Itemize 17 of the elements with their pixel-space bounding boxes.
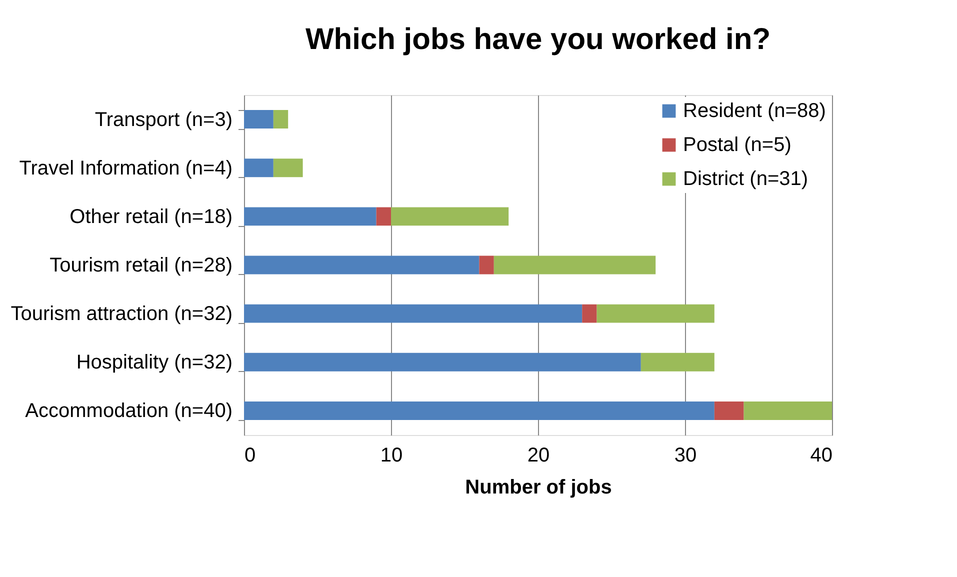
- x-axis-title: Number of jobs: [465, 476, 612, 498]
- y-tick-label: Transport (n=3): [94, 108, 232, 131]
- x-tick-label: 10: [380, 444, 403, 466]
- x-tick-label: 40: [810, 444, 832, 466]
- x-tick-label: 0: [244, 444, 256, 466]
- x-tick-label: 30: [674, 444, 697, 466]
- y-tick-label: Travel Information (n=4): [19, 157, 232, 180]
- y-tick-label: Hospitality (n=32): [76, 352, 232, 374]
- y-tick-label: Tourism attraction (n=32): [10, 303, 232, 326]
- y-tick-label: Accommodation (n=40): [25, 400, 232, 422]
- legend-label: District (n=31): [683, 168, 808, 190]
- chart-title: Which jobs have you worked in?: [305, 23, 771, 56]
- y-tick-label: Other retail (n=18): [70, 206, 232, 228]
- legend-label: Resident (n=88): [683, 100, 826, 122]
- y-tick-label: Tourism retail (n=28): [50, 254, 232, 276]
- x-tick-label: 20: [527, 444, 550, 466]
- legend-label: Postal (n=5): [683, 134, 792, 156]
